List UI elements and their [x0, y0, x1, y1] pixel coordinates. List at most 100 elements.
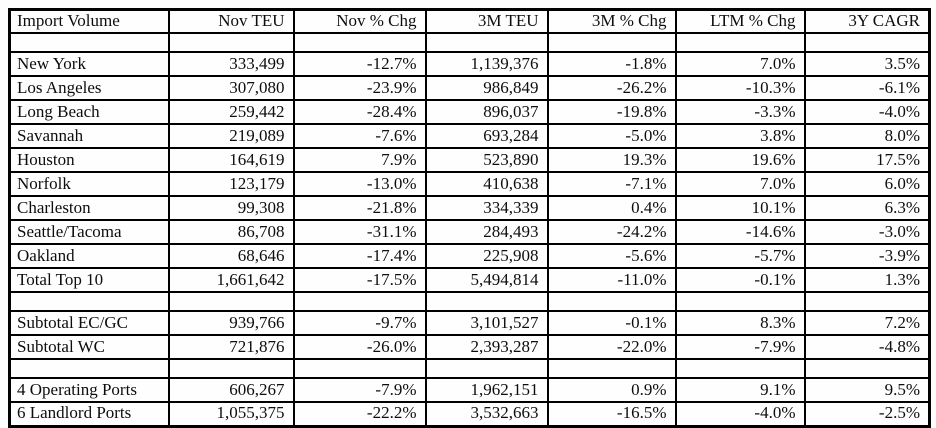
empty-cell — [546, 358, 677, 379]
table-row-subtotal-ec-gc: Subtotal EC/GC 939,766 -9.7% 3,101,527 -0.1%… — [8, 310, 931, 336]
value-cell: -23.9% — [292, 75, 427, 101]
value-cell: 7.2% — [803, 310, 931, 336]
value-cell: -3.9% — [803, 243, 931, 269]
row-label: Houston — [8, 147, 170, 173]
empty-cell — [292, 291, 427, 312]
value-cell: -17.5% — [292, 267, 427, 293]
value-cell: -17.4% — [292, 243, 427, 269]
value-cell: 7.0% — [674, 171, 806, 197]
value-cell: 99,308 — [167, 195, 295, 221]
table-row-charleston: Charleston 99,308 -21.8% 334,339 0.4% 10.1% 6.… — [8, 195, 931, 221]
value-cell: 3,101,527 — [424, 310, 549, 336]
value-cell: 986,849 — [424, 75, 549, 101]
value-cell: -13.0% — [292, 171, 427, 197]
value-cell: -11.0% — [546, 267, 677, 293]
value-cell: 10.1% — [674, 195, 806, 221]
value-cell: -21.8% — [292, 195, 427, 221]
empty-cell — [674, 32, 806, 53]
value-cell: 0.4% — [546, 195, 677, 221]
value-cell: 284,493 — [424, 219, 549, 245]
empty-cell — [167, 291, 295, 312]
empty-cell — [546, 32, 677, 53]
table-row-norfolk: Norfolk 123,179 -13.0% 410,638 -7.1% 7.0% 6.0% — [8, 171, 931, 197]
value-cell: -5.7% — [674, 243, 806, 269]
value-cell: 8.0% — [803, 123, 931, 149]
value-cell: 721,876 — [167, 334, 295, 360]
value-cell: 1,139,376 — [424, 51, 549, 77]
value-cell: 6.3% — [803, 195, 931, 221]
table-row-houston: Houston 164,619 7.9% 523,890 19.3% 19.6% 17.5% — [8, 147, 931, 173]
value-cell: 9.1% — [674, 377, 806, 403]
value-cell: -22.0% — [546, 334, 677, 360]
value-cell: -12.7% — [292, 51, 427, 77]
spacer-row — [8, 32, 931, 53]
empty-cell — [292, 358, 427, 379]
empty-cell — [8, 32, 170, 53]
value-cell: 0.9% — [546, 377, 677, 403]
value-cell: 219,089 — [167, 123, 295, 149]
value-cell: -7.9% — [674, 334, 806, 360]
column-header-import-volume: Import Volume — [8, 8, 170, 34]
row-label: 4 Operating Ports — [8, 377, 170, 403]
value-cell: 86,708 — [167, 219, 295, 245]
value-cell: -5.0% — [546, 123, 677, 149]
value-cell: 7.9% — [292, 147, 427, 173]
column-header-3m-teu: 3M TEU — [424, 8, 549, 34]
column-header-ltm-pct-chg: LTM % Chg — [674, 8, 806, 34]
value-cell: 2,393,287 — [424, 334, 549, 360]
value-cell: -22.2% — [292, 401, 427, 427]
value-cell: -4.0% — [803, 99, 931, 125]
value-cell: 123,179 — [167, 171, 295, 197]
empty-cell — [546, 291, 677, 312]
column-header-3y-cagr: 3Y CAGR — [803, 8, 931, 34]
table-body: New York 333,499 -12.7% 1,139,376 -1.8% 7.0% 3… — [8, 32, 931, 427]
value-cell: 225,908 — [424, 243, 549, 269]
value-cell: 1,661,642 — [167, 267, 295, 293]
value-cell: 3.8% — [674, 123, 806, 149]
value-cell: 259,442 — [167, 99, 295, 125]
empty-cell — [167, 358, 295, 379]
row-label: Norfolk — [8, 171, 170, 197]
table-row-los-angeles: Los Angeles 307,080 -23.9% 986,849 -26.2% -10… — [8, 75, 931, 101]
value-cell: 693,284 — [424, 123, 549, 149]
row-label: Charleston — [8, 195, 170, 221]
value-cell: -5.6% — [546, 243, 677, 269]
value-cell: 1,055,375 — [167, 401, 295, 427]
column-header-nov-pct-chg: Nov % Chg — [292, 8, 427, 34]
value-cell: -19.8% — [546, 99, 677, 125]
table-row-total-top-10: Total Top 10 1,661,642 -17.5% 5,494,814 -11.… — [8, 267, 931, 293]
row-label: Seattle/Tacoma — [8, 219, 170, 245]
value-cell: -0.1% — [546, 310, 677, 336]
row-label: Los Angeles — [8, 75, 170, 101]
empty-cell — [8, 291, 170, 312]
row-label: Subtotal EC/GC — [8, 310, 170, 336]
value-cell: -28.4% — [292, 99, 427, 125]
table-row-new-york: New York 333,499 -12.7% 1,139,376 -1.8% 7.0% 3… — [8, 51, 931, 77]
value-cell: 6.0% — [803, 171, 931, 197]
value-cell: 410,638 — [424, 171, 549, 197]
table-header: Import Volume Nov TEU Nov % Chg 3M TEU 3… — [8, 8, 931, 34]
empty-cell — [674, 358, 806, 379]
row-label: New York — [8, 51, 170, 77]
row-label: Total Top 10 — [8, 267, 170, 293]
empty-cell — [674, 291, 806, 312]
spacer-row — [8, 291, 931, 312]
value-cell: -26.2% — [546, 75, 677, 101]
row-label: Long Beach — [8, 99, 170, 125]
value-cell: -16.5% — [546, 401, 677, 427]
value-cell: 7.0% — [674, 51, 806, 77]
empty-cell — [8, 358, 170, 379]
value-cell: 19.3% — [546, 147, 677, 173]
value-cell: 1,962,151 — [424, 377, 549, 403]
value-cell: -24.2% — [546, 219, 677, 245]
table-row-seattle-tacoma: Seattle/Tacoma 86,708 -31.1% 284,493 -24.2% -… — [8, 219, 931, 245]
table-row-oakland: Oakland 68,646 -17.4% 225,908 -5.6% -5.7% -3.9… — [8, 243, 931, 269]
value-cell: 333,499 — [167, 51, 295, 77]
value-cell: -7.1% — [546, 171, 677, 197]
value-cell: 164,619 — [167, 147, 295, 173]
value-cell: 9.5% — [803, 377, 931, 403]
empty-cell — [424, 358, 549, 379]
value-cell: 8.3% — [674, 310, 806, 336]
row-label: Savannah — [8, 123, 170, 149]
